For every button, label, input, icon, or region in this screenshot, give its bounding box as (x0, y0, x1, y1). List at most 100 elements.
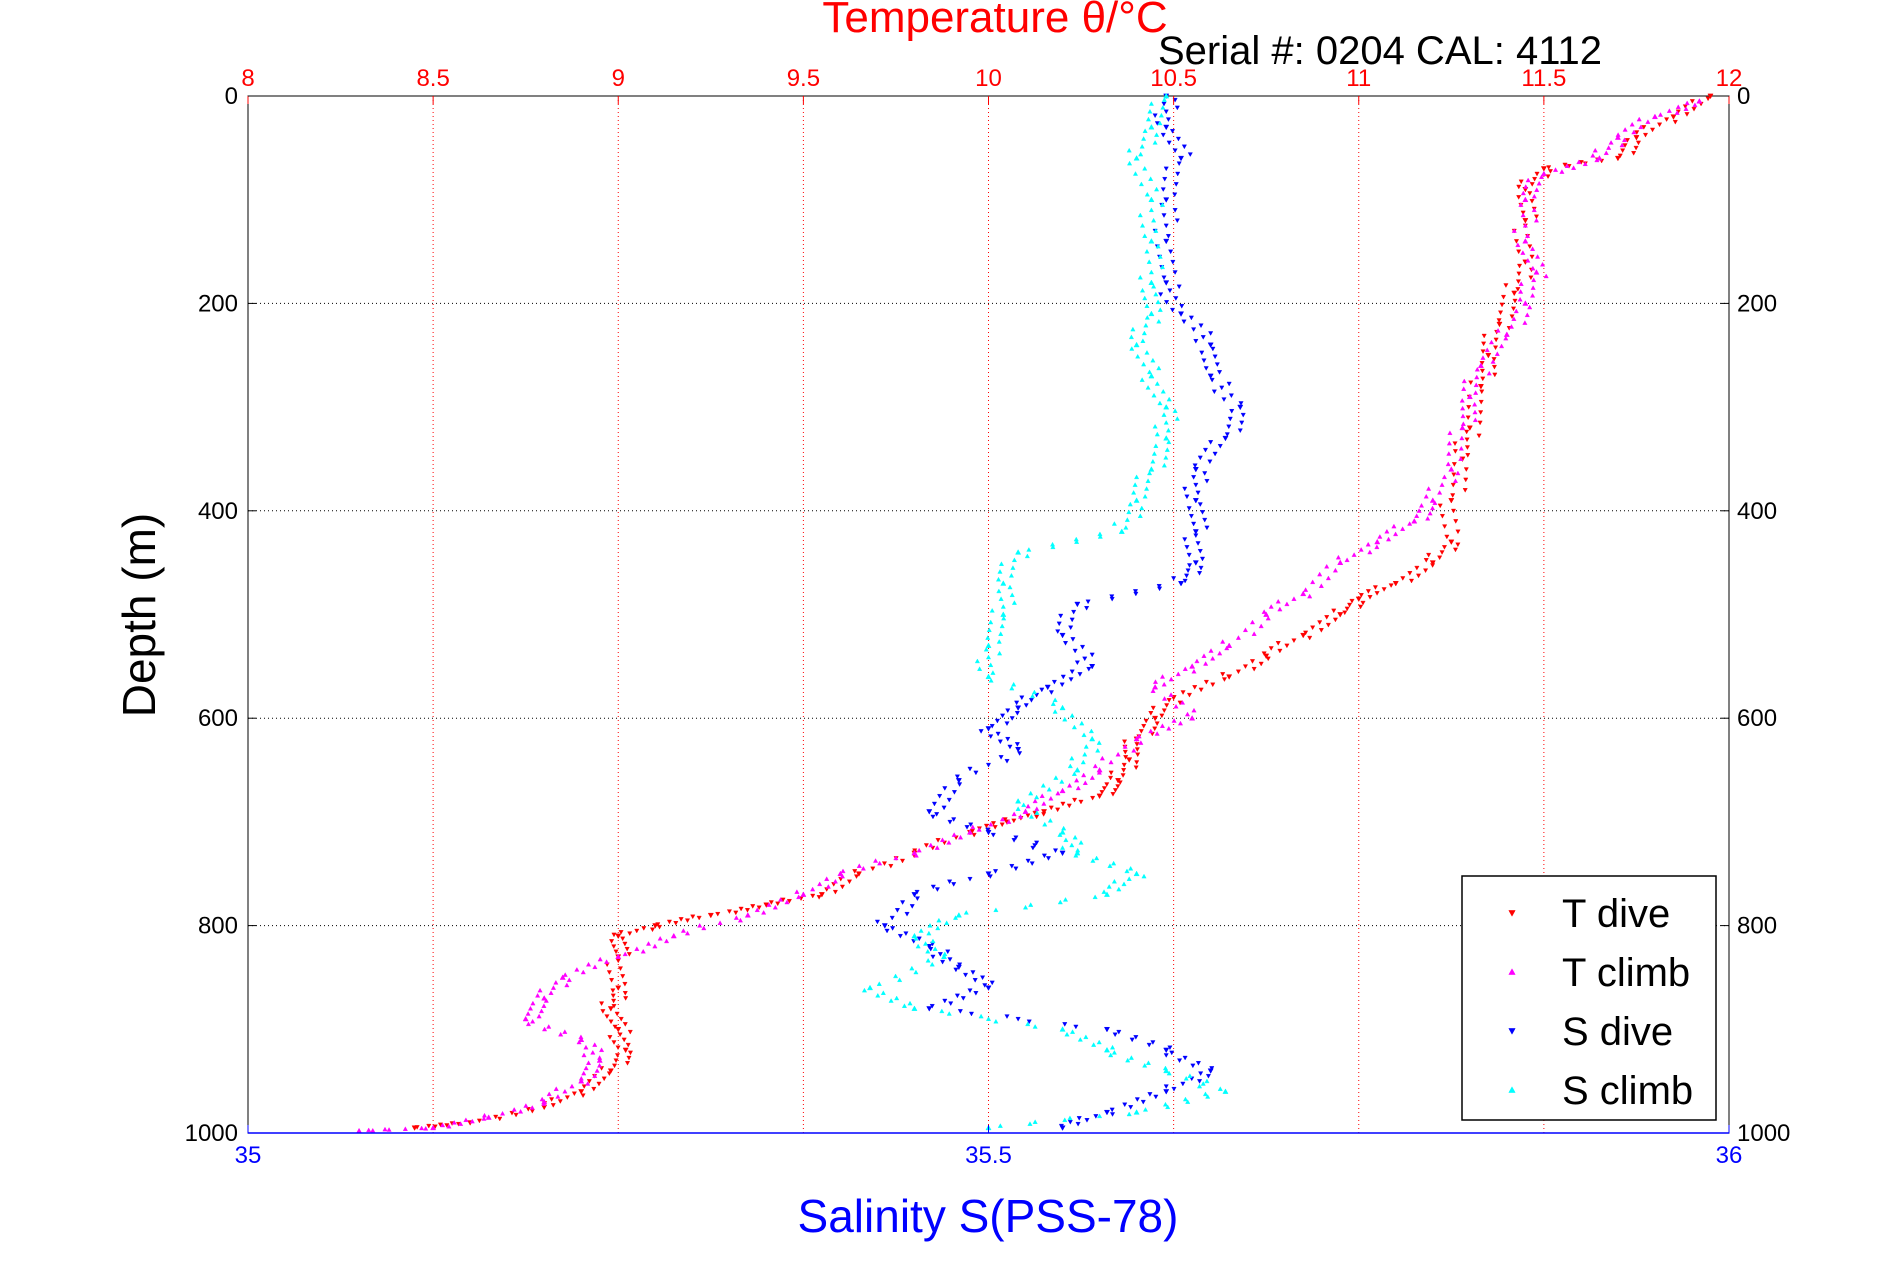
data-point (1057, 832, 1063, 837)
data-point (1163, 223, 1169, 229)
data-point (585, 1060, 592, 1065)
data-point (1191, 327, 1197, 332)
data-point (1192, 498, 1199, 504)
data-point (1174, 105, 1180, 111)
data-point (1015, 705, 1022, 711)
data-point (622, 981, 628, 987)
data-point (1192, 463, 1198, 469)
data-point (535, 992, 541, 998)
data-point (1163, 1084, 1169, 1089)
data-point (1034, 810, 1040, 815)
data-point (1237, 404, 1244, 411)
data-point (597, 956, 603, 962)
series-t-climb (356, 98, 1703, 1134)
data-point (1026, 1019, 1032, 1025)
data-point (1490, 359, 1496, 364)
data-point (1176, 284, 1182, 290)
data-point (1011, 681, 1017, 687)
data-point (1074, 660, 1080, 666)
data-point (615, 933, 622, 940)
data-point (592, 1042, 598, 1047)
data-point (1182, 1096, 1189, 1102)
data-point (1133, 870, 1140, 877)
data-point (1251, 631, 1257, 636)
data-point (1055, 629, 1061, 634)
data-point (923, 941, 929, 946)
data-point (1164, 300, 1170, 305)
data-point (1014, 700, 1020, 706)
data-point (990, 821, 997, 826)
data-point (1513, 239, 1520, 244)
data-point (1096, 793, 1103, 800)
data-point (610, 988, 616, 994)
data-point (1086, 666, 1092, 672)
data-point (620, 974, 626, 979)
data-point (1488, 339, 1495, 345)
data-point (1629, 121, 1635, 127)
data-point (909, 965, 915, 971)
data-point (611, 998, 617, 1004)
data-point (578, 1036, 585, 1042)
data-point (543, 998, 549, 1003)
temperature-tick-label: 12 (1716, 65, 1743, 92)
data-point (881, 923, 888, 929)
data-point (1543, 273, 1549, 279)
data-point (1624, 138, 1630, 143)
data-point (1429, 497, 1436, 503)
data-point (1491, 364, 1497, 370)
data-point (897, 934, 903, 939)
temperature-tick-label: 11 (1346, 65, 1371, 92)
data-point (1067, 1120, 1073, 1125)
data-point (1184, 494, 1190, 500)
data-point (1582, 161, 1588, 167)
data-point (1622, 143, 1628, 148)
data-point (989, 607, 995, 613)
data-point (1503, 335, 1509, 341)
data-point (1169, 307, 1176, 313)
data-point (1174, 218, 1180, 224)
data-point (1531, 277, 1537, 283)
data-point (909, 904, 915, 909)
data-point (934, 812, 940, 817)
data-point (947, 957, 953, 962)
data-point (1277, 606, 1283, 612)
data-point (1621, 137, 1628, 143)
data-point (1133, 155, 1140, 161)
data-point (611, 1004, 617, 1009)
data-point (1131, 490, 1137, 495)
data-point (1265, 656, 1271, 662)
data-point (935, 838, 941, 843)
data-point (1099, 790, 1105, 795)
data-point (1171, 576, 1177, 581)
data-point (1201, 653, 1207, 658)
data-point (611, 944, 617, 949)
data-point (993, 907, 999, 913)
data-point (1522, 196, 1529, 203)
data-point (1146, 259, 1152, 264)
data-point (951, 882, 957, 887)
data-point (1163, 197, 1170, 203)
data-point (929, 1004, 935, 1009)
data-point (1332, 567, 1338, 573)
data-point (1163, 420, 1169, 425)
data-point (997, 1123, 1003, 1128)
data-point (1516, 184, 1522, 190)
data-point (926, 1006, 933, 1012)
depth-tick-label-left: 1000 (185, 1120, 238, 1147)
data-point (1067, 763, 1073, 769)
data-point (1111, 521, 1117, 526)
data-point (1518, 202, 1524, 207)
data-point (1116, 1029, 1122, 1035)
data-point (1517, 296, 1523, 302)
data-point (976, 827, 982, 832)
data-point (1173, 703, 1179, 709)
data-point (1291, 596, 1297, 601)
data-point (985, 673, 992, 680)
data-point (538, 1008, 545, 1014)
data-point (1477, 362, 1484, 368)
data-point (930, 814, 936, 820)
data-point (1324, 615, 1330, 620)
data-point (1055, 807, 1061, 813)
data-point (1162, 696, 1168, 701)
data-point (1444, 534, 1450, 540)
